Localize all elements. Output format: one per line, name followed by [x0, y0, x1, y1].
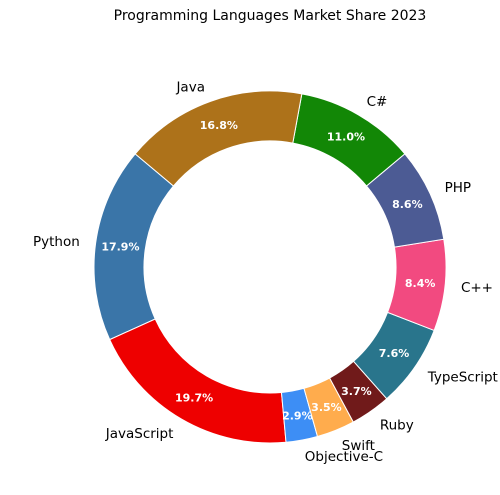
percent-label-ruby: 3.7% [341, 385, 372, 398]
percent-label-javascript: 19.7% [175, 392, 213, 405]
percent-label-typescript: 7.6% [379, 347, 410, 360]
category-label-python: Python [33, 234, 80, 250]
percent-label-php: 8.6% [392, 198, 423, 211]
category-label-java: Java [175, 79, 205, 95]
percent-labels-group: 17.9% 19.7% 2.9%3.5% 3.7% 7.6% 8.4% 8.6% 11.0% 1… [101, 119, 435, 423]
category-label-typescript: TypeScript [427, 370, 498, 386]
slice-javascript [109, 318, 287, 444]
category-label-c: C++ [461, 280, 493, 296]
percent-label-c: 8.4% [405, 277, 436, 290]
percent-label-python: 17.9% [101, 240, 139, 253]
percent-label-java: 16.8% [200, 119, 238, 132]
percent-label-swift: 3.5% [311, 401, 342, 414]
category-label-swift: Swift [342, 438, 375, 454]
percent-label-objective-c: 2.9% [282, 410, 313, 423]
category-label-ruby: Ruby [380, 417, 414, 433]
category-label-objective-c: Objective-C [305, 449, 383, 465]
category-label-javascript: JavaScript [105, 426, 174, 442]
percent-label-c: 11.0% [327, 130, 365, 143]
slice-java [134, 90, 303, 187]
chart-title: Programming Languages Market Share 2023 [114, 8, 427, 24]
category-label-c: C# [367, 94, 388, 110]
category-label-php: PHP [445, 180, 471, 196]
slices-group [93, 90, 447, 444]
